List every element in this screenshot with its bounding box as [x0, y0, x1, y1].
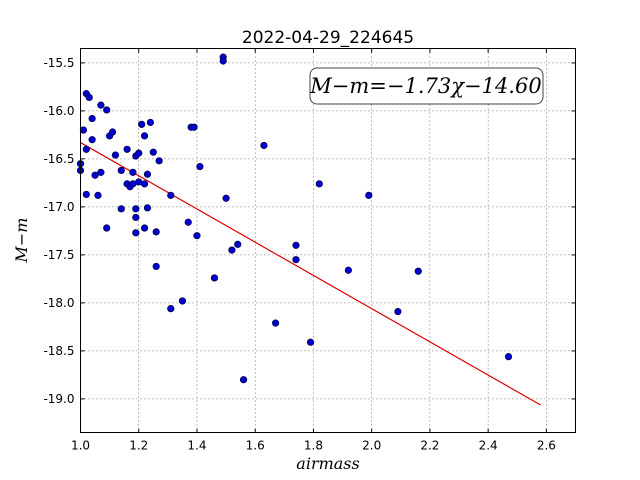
- x-tick-label: 1.2: [129, 439, 148, 453]
- data-point: [79, 126, 88, 134]
- y-tick-label: -18.5: [43, 344, 74, 358]
- data-point: [414, 267, 422, 275]
- data-point: [222, 194, 230, 202]
- data-point: [140, 224, 149, 232]
- data-point: [123, 145, 131, 153]
- y-tick-label: -18.0: [43, 296, 74, 310]
- data-point: [196, 162, 204, 171]
- x-tick-label: 1.8: [304, 439, 323, 453]
- data-points: [76, 53, 513, 384]
- data-point: [190, 123, 198, 131]
- data-point: [94, 191, 102, 199]
- data-point: [210, 274, 219, 282]
- x-tick-label: 2.0: [362, 439, 381, 453]
- y-tick-label: -17.5: [43, 248, 74, 262]
- chart-title: 2022-04-29_224645: [242, 28, 414, 48]
- y-tick-label: -17.0: [43, 200, 74, 214]
- data-point: [129, 168, 137, 176]
- data-point: [108, 128, 117, 136]
- data-point: [178, 297, 187, 305]
- x-tick-label: 1.6: [246, 439, 265, 453]
- data-point: [306, 338, 315, 346]
- x-tick-label: 1.0: [71, 439, 90, 453]
- data-point: [117, 166, 125, 175]
- data-point: [271, 319, 280, 327]
- data-point: [344, 266, 352, 274]
- data-point: [85, 93, 93, 102]
- data-point: [111, 151, 120, 159]
- data-point: [234, 240, 242, 248]
- data-point: [146, 118, 154, 127]
- data-point: [193, 232, 201, 240]
- fit-equation-box: M−m=−1.73χ−14.60: [309, 67, 544, 105]
- data-point: [292, 241, 300, 249]
- grid: [80, 48, 576, 433]
- data-point: [88, 136, 96, 144]
- fit-line-group: [80, 142, 541, 406]
- data-point: [97, 101, 105, 109]
- x-tick-label: 2.4: [479, 439, 498, 453]
- data-point: [167, 305, 175, 313]
- data-point: [140, 180, 149, 188]
- data-point: [292, 256, 300, 264]
- data-point: [143, 204, 152, 212]
- y-axis-label: M−m: [12, 218, 31, 264]
- fit-equation: M−m=−1.73χ−14.60: [309, 74, 541, 98]
- data-point: [239, 376, 248, 384]
- y-tick-labels: -15.5 -16.0 -16.5 -17.0 -17.5 -18.0 -18.5 -19.0: [43, 56, 74, 406]
- y-tick-label: -16.5: [43, 152, 74, 166]
- x-tick-label: 1.4: [187, 439, 206, 453]
- y-tick-label: -15.5: [43, 56, 74, 70]
- data-point: [135, 149, 143, 157]
- data-point: [394, 307, 402, 316]
- x-tick-label: 2.2: [420, 439, 439, 453]
- data-point: [152, 228, 160, 236]
- data-point: [149, 148, 157, 156]
- data-point: [103, 224, 111, 232]
- x-axis-label: airmass: [296, 454, 359, 473]
- data-point: [91, 171, 99, 179]
- data-point: [140, 132, 149, 140]
- y-tick-label: -16.0: [43, 104, 74, 118]
- data-point: [152, 262, 160, 271]
- data-point: [117, 205, 125, 213]
- data-point: [82, 145, 90, 153]
- data-point: [143, 170, 152, 178]
- plot-frame: [80, 48, 576, 433]
- fit-line: [80, 142, 541, 406]
- data-point: [228, 246, 236, 254]
- equation-box-frame: [309, 67, 544, 105]
- data-point: [167, 191, 175, 199]
- data-point: [132, 205, 140, 213]
- data-point: [138, 120, 146, 128]
- data-point: [97, 168, 105, 176]
- data-point: [219, 57, 227, 65]
- data-point: [260, 141, 268, 150]
- data-point: [504, 353, 513, 361]
- x-tick-labels: 1.0 1.2 1.4 1.6 1.8 2.0 2.2 2.4 2.6: [71, 439, 556, 453]
- x-tick-label: 2.6: [537, 439, 556, 453]
- data-point: [88, 114, 96, 123]
- data-point: [103, 106, 111, 114]
- data-point: [184, 218, 192, 226]
- data-point: [155, 157, 163, 165]
- data-point: [132, 213, 140, 222]
- data-point: [365, 191, 373, 199]
- data-point: [315, 180, 323, 188]
- y-tick-label: -19.0: [43, 392, 74, 406]
- data-point: [82, 190, 90, 199]
- data-point: [132, 229, 140, 237]
